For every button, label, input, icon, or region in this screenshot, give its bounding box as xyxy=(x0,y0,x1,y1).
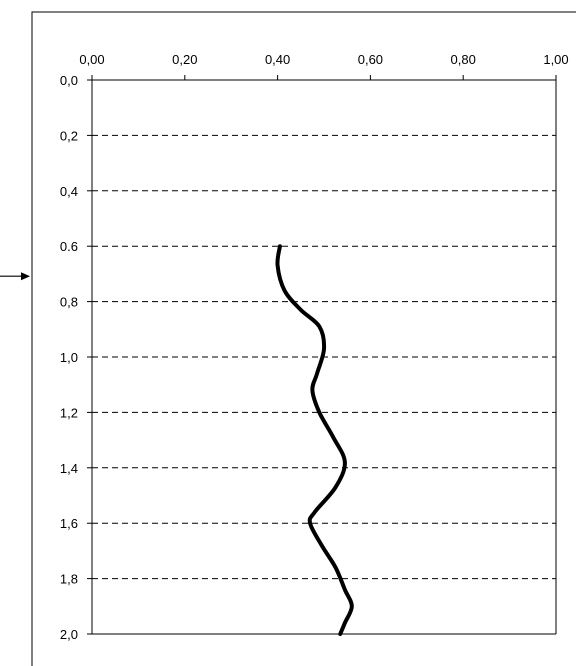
y-tick-label: 0,0 xyxy=(60,73,78,88)
annotation-arrow-head xyxy=(21,272,30,281)
x-tick-label: 1,00 xyxy=(543,52,568,67)
y-tick-label: 1,6 xyxy=(60,516,78,531)
y-tick-label: 2,0 xyxy=(60,627,78,642)
y-tick-label: 0.6 xyxy=(60,239,78,254)
x-tick-label: 0,00 xyxy=(79,52,104,67)
y-tick-label: 0,4 xyxy=(60,184,78,199)
chart-area-border xyxy=(31,11,576,666)
y-tick-label: 1,0 xyxy=(60,350,78,365)
x-tick-label: 0,60 xyxy=(358,52,383,67)
x-tick-label: 0,80 xyxy=(451,52,476,67)
y-tick-label: 1,4 xyxy=(60,461,78,476)
series-line xyxy=(275,244,354,636)
y-tick-label: 0,8 xyxy=(60,295,78,310)
y-tick-label: 0,2 xyxy=(60,128,78,143)
y-tick-label: 1,8 xyxy=(60,572,78,587)
y-tick-label: 1,2 xyxy=(60,405,78,420)
x-tick-label: 0,40 xyxy=(265,52,290,67)
x-tick-label: 0,20 xyxy=(172,52,197,67)
